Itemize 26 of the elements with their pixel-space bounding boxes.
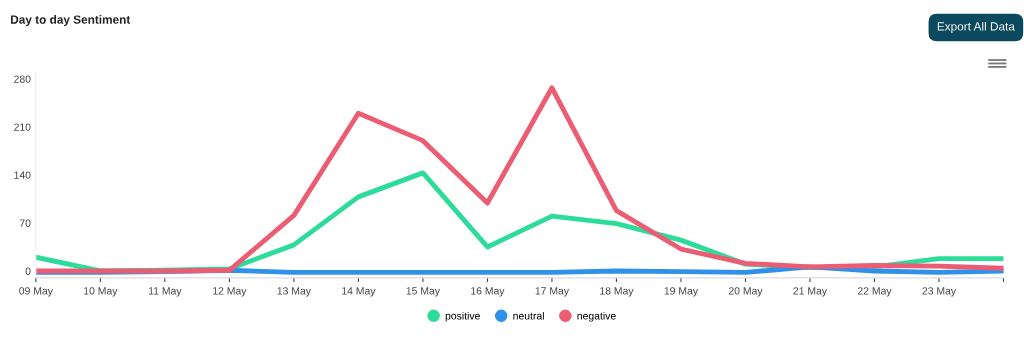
y-tick-label: 70 [19,219,31,227]
line-series [35,85,1004,274]
text: Export All Data [937,21,1015,33]
x-tick-label: 22 May [857,287,892,297]
x-tick-label: 20 May [728,287,763,297]
y-tick-label: 0 [25,267,31,275]
x-tick-label: 19 May [664,287,699,297]
x-tick-label: 14 May [342,287,376,297]
x-tick-label: 23 May [922,287,957,297]
legend-label: negative [577,311,616,322]
y-tick-label: 210 [14,123,31,131]
chart-title: Day to day Sentiment [11,15,131,27]
x-tick-label: 18 May [600,287,634,297]
y-tick-label: 140 [14,171,31,179]
x-tick-label: 15 May [406,287,440,297]
x-tick-label: 16 May [471,287,505,297]
x-tick-label: 17 May [535,287,569,297]
legend-label: positive [445,311,480,322]
x-tick-label: 11 May [148,287,182,297]
x-tick-label: 13 May [277,287,311,297]
x-tick-label: 10 May [84,287,118,297]
x-tick-label: 12 May [213,287,247,297]
x-tick-label: 21 May [793,287,828,297]
x-tick-label: 09 May [19,287,53,297]
legend-label: neutral [513,311,544,320]
y-tick-label: 280 [14,75,31,83]
